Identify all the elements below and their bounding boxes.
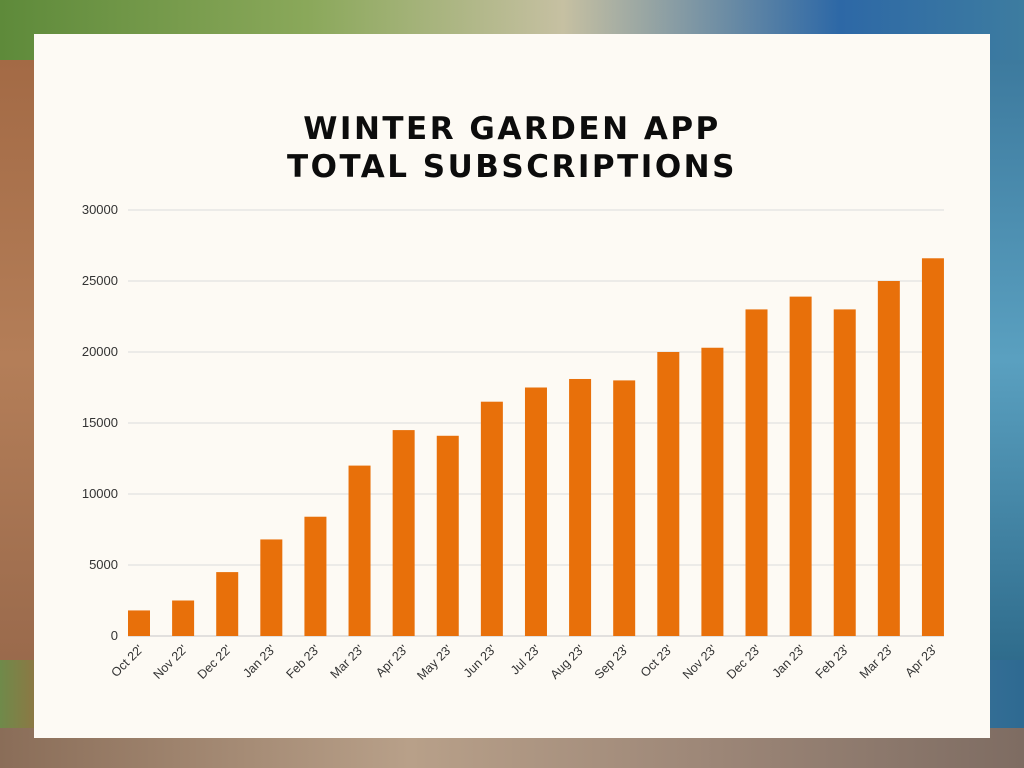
x-tick-label: Sep 23'	[592, 642, 632, 682]
y-tick-label: 25000	[82, 273, 118, 288]
bar	[348, 465, 371, 636]
bar	[701, 347, 724, 636]
bar	[613, 380, 636, 636]
bar	[480, 401, 503, 636]
bar	[216, 572, 239, 636]
x-tick-label: Apr 23'	[902, 642, 940, 680]
background-blue-wall	[984, 60, 1024, 660]
chart-title-line-2: TOTAL SUBSCRIPTIONS	[287, 149, 737, 185]
x-tick-label: Mar 23'	[857, 642, 896, 681]
y-tick-label: 20000	[82, 344, 118, 359]
x-tick-label: Feb 23'	[283, 642, 322, 681]
bar	[128, 610, 150, 636]
x-tick-label: Jun 23'	[461, 642, 499, 680]
x-tick-label: Oct 22'	[108, 642, 146, 680]
x-tick-label: Dec 22'	[195, 642, 235, 682]
bar	[304, 516, 327, 636]
bar	[877, 281, 900, 636]
bar	[921, 258, 944, 636]
chart-title-line-1: WINTER GARDEN APP	[303, 111, 721, 147]
x-tick-label: Aug 23'	[548, 642, 588, 682]
x-tick-label: Dec 23'	[724, 642, 764, 682]
bar	[392, 430, 415, 636]
x-tick-label: Feb 23'	[813, 642, 852, 681]
x-tick-label: Apr 23'	[373, 642, 411, 680]
y-tick-label: 30000	[82, 202, 118, 217]
x-tick-label: Nov 22'	[151, 642, 191, 682]
y-tick-label: 10000	[82, 486, 118, 501]
x-tick-label: Mar 23'	[328, 642, 367, 681]
bar	[569, 378, 592, 636]
x-tick-label: Jul 23'	[508, 642, 543, 677]
bar	[745, 309, 768, 636]
bar	[524, 387, 547, 636]
chart-title: WINTER GARDEN APP TOTAL SUBSCRIPTIONS	[34, 110, 990, 186]
y-tick-label: 5000	[89, 557, 118, 572]
x-tick-label: Jan 23'	[770, 642, 808, 680]
bar	[789, 296, 812, 636]
x-tick-label: Jan 23'	[240, 642, 278, 680]
x-tick-label: Oct 23'	[638, 642, 676, 680]
y-tick-label: 15000	[82, 415, 118, 430]
background-brick-building	[0, 60, 40, 660]
bar	[833, 309, 856, 636]
bar	[657, 352, 680, 636]
bar	[260, 539, 283, 636]
bar	[436, 435, 459, 636]
x-tick-label: May 23'	[414, 642, 455, 683]
bar	[172, 600, 195, 636]
y-tick-label: 0	[111, 628, 118, 643]
x-tick-label: Nov 23'	[680, 642, 720, 682]
